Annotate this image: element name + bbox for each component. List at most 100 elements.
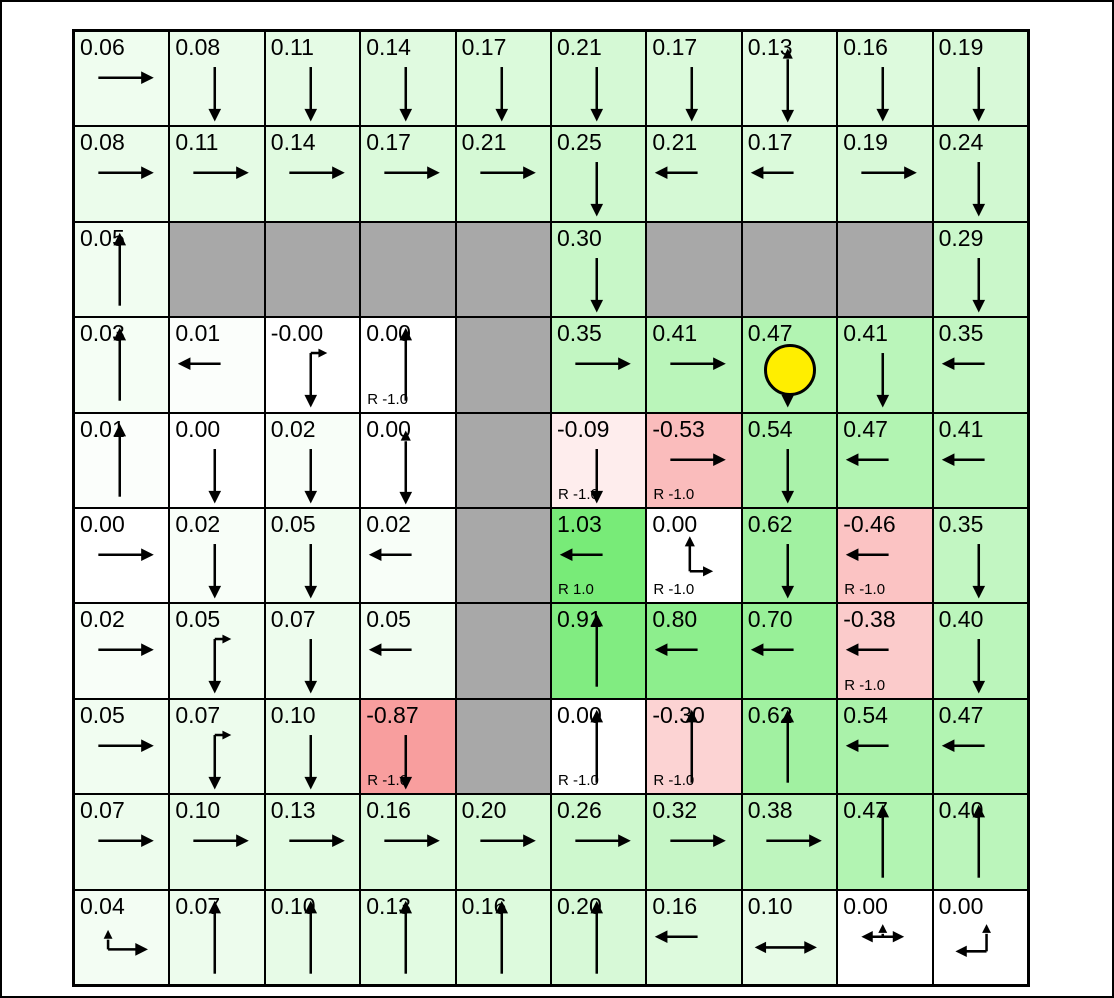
grid-cell: 0.30 (551, 221, 647, 318)
state-value: 0.17 (747, 129, 793, 156)
grid-cell: 0.01 (169, 317, 265, 413)
state-value: 0.21 (557, 34, 602, 60)
grid-cell: 0.35 (932, 508, 1028, 604)
policy-arrow-icon (304, 734, 317, 790)
state-value: 0.04 (80, 892, 125, 919)
state-value: 0.25 (557, 129, 602, 156)
grid-cell: 0.35 (551, 317, 647, 413)
state-value: 0.24 (938, 129, 984, 156)
state-value: 0.29 (938, 224, 984, 251)
grid-cell: 0.05 (74, 221, 170, 318)
state-value: 0.70 (747, 606, 793, 633)
state-value: 0.17 (366, 129, 411, 156)
policy-arrow-icon (399, 67, 413, 122)
state-value: 0.19 (843, 129, 888, 156)
policy-arrow-icon (590, 900, 604, 974)
policy-arrow-icon (685, 536, 714, 577)
policy-arrow-icon (304, 639, 317, 694)
policy-arrow-icon (304, 67, 317, 122)
state-value: 0.14 (270, 129, 316, 156)
policy-arrow-icon (559, 548, 603, 562)
wall-cell (455, 698, 551, 795)
policy-arrow-icon (972, 804, 985, 878)
policy-arrow-icon (590, 162, 604, 217)
grid-cell: 0.10 (169, 794, 265, 890)
policy-arrow-icon (178, 357, 221, 371)
grid-cell: 0.00 (837, 889, 933, 985)
wall-cell (455, 508, 551, 604)
state-value: 0.17 (652, 34, 698, 60)
policy-arrow-icon (304, 544, 317, 599)
policy-arrow-icon (590, 448, 604, 504)
policy-arrow-icon (876, 804, 890, 878)
grid-cell: 0.47 (837, 794, 933, 890)
wall-cell (646, 221, 742, 318)
state-value: 0.05 (175, 606, 221, 633)
grid-cell: 0.00 (932, 889, 1028, 985)
policy-arrow-icon (399, 734, 413, 790)
grid-cell: 0.19 (837, 126, 933, 222)
state-value: 0.21 (461, 129, 507, 156)
grid-cell: 0.41 (646, 317, 742, 413)
grid-cell: 0.35 (932, 317, 1028, 413)
grid-cell: 0.41 (837, 317, 933, 413)
grid-cell: 0.05 (360, 603, 456, 699)
reward-label: R -1.0 (558, 772, 599, 790)
policy-arrow-icon (495, 900, 508, 974)
state-value: -0.00 (270, 320, 324, 347)
grid-cell: 0.26 (551, 794, 647, 890)
grid-cell: 0.17 (455, 31, 551, 127)
policy-arrow-icon (655, 643, 698, 657)
state-value: 0.16 (366, 797, 411, 824)
grid-cell: 0.06 (74, 31, 170, 127)
reward-label: R -1.0 (653, 486, 695, 503)
state-value: 0.41 (843, 320, 888, 347)
grid-cell: -0.46 R -1.0 (837, 508, 933, 604)
grid-cell: -0.53 R -1.0 (646, 412, 742, 508)
policy-arrow-icon (590, 257, 604, 313)
policy-arrow-icon (941, 452, 985, 466)
policy-arrow-icon (781, 544, 794, 599)
policy-arrow-icon (972, 67, 985, 122)
policy-arrow-icon (685, 67, 699, 122)
policy-arrow-icon (781, 48, 794, 123)
grid-cell: 0.05 (74, 698, 170, 795)
policy-arrow-icon (193, 166, 250, 180)
grid-cell: 0.02 (360, 508, 456, 604)
state-value: 0.47 (938, 701, 984, 728)
state-value: 0.02 (175, 511, 221, 537)
grid-cell: 0.62 (741, 698, 838, 795)
state-value: 0.26 (557, 797, 602, 824)
policy-arrow-icon (685, 709, 699, 783)
wall-cell (837, 221, 933, 318)
state-value: 0.05 (366, 606, 411, 633)
grid-cell: 0.91 (551, 603, 647, 699)
policy-arrow-icon (781, 448, 794, 504)
grid-cell: 0.41 (932, 412, 1028, 508)
grid-cell: 0.40 (932, 603, 1028, 699)
grid-cell: 0.02 (169, 508, 265, 604)
policy-arrow-icon (670, 357, 727, 371)
wall-cell (169, 221, 265, 318)
state-value: 1.03 (557, 511, 602, 537)
state-value: -0.87 (366, 701, 419, 728)
policy-arrow-icon (750, 643, 794, 657)
policy-arrow-icon (103, 929, 148, 956)
policy-arrow-icon (304, 448, 317, 504)
grid-cell: 0.54 (837, 698, 933, 795)
policy-arrow-icon (750, 166, 794, 180)
state-value: 0.07 (175, 701, 221, 728)
wall-cell (455, 221, 551, 318)
policy-arrow-icon (208, 730, 232, 790)
state-value: 0.35 (938, 320, 984, 347)
grid-cell: 0.80 (646, 603, 742, 699)
state-value: 0.41 (652, 320, 698, 347)
state-value: 0.47 (747, 320, 793, 347)
grid-cell: 0.54 (741, 412, 838, 508)
grid-cell: -0.30 R -1.0 (646, 698, 742, 795)
wall-cell (264, 221, 361, 318)
state-value: 0.41 (938, 415, 984, 442)
state-value: 0.30 (557, 224, 602, 251)
state-value: 0.16 (652, 892, 698, 919)
grid-cell: 0.20 (455, 794, 551, 890)
